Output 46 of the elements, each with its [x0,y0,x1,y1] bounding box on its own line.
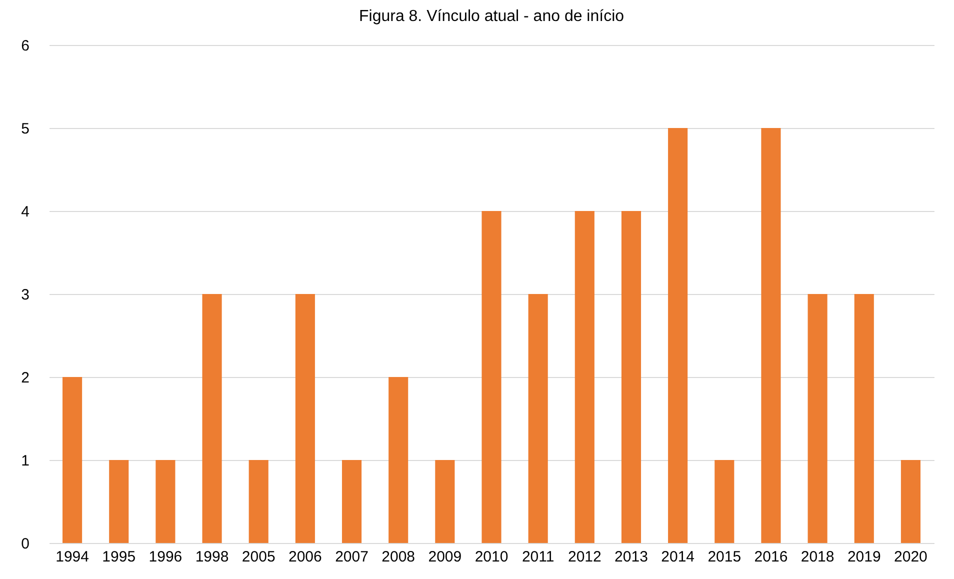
x-tick-label: 2008 [382,548,416,566]
bar [808,294,828,543]
bar [761,128,781,543]
bar [109,460,129,543]
y-tick-label: 2 [21,370,30,386]
x-tick-label: 1998 [195,548,229,566]
y-tick-label: 6 [21,38,30,54]
bar [854,294,874,543]
x-tick-label: 2005 [242,548,276,566]
x-tick-label: 1995 [102,548,136,566]
bar [482,211,502,543]
x-tick-label: 2012 [568,548,602,566]
bar [714,460,734,543]
bar [621,211,642,543]
y-tick-label: 1 [21,452,30,470]
x-tick-label: 1994 [56,548,89,566]
bar [388,377,408,543]
bar [62,377,82,543]
x-tick-label: 2018 [800,548,834,566]
bar [900,460,920,543]
x-tick-label: 2011 [522,548,554,566]
bar [528,294,548,543]
bar [342,460,362,543]
bar [202,294,222,543]
y-tick-label: 5 [21,120,30,138]
y-tick-label: 4 [21,204,30,220]
x-tick-label: 2009 [428,548,462,566]
bar [668,128,688,543]
x-tick-label: 2007 [335,548,368,566]
x-tick-label: 2006 [288,548,322,566]
bar [574,211,594,543]
bar [435,460,455,543]
x-tick-label: 2015 [708,548,742,566]
bar [156,460,176,543]
chart-title: Figura 8. Vínculo atual - ano de início [358,8,624,25]
y-tick-label: 3 [21,286,30,304]
x-tick-label: 1996 [148,548,182,566]
x-tick-label: 2019 [847,548,881,566]
y-tick-label: 0 [21,536,30,552]
x-tick-label: 2013 [614,548,648,566]
bar [295,294,315,543]
bar [248,460,268,543]
x-tick-label: 2014 [661,548,695,566]
x-tick-label: 2010 [474,548,508,566]
x-tick-label: 2020 [894,548,928,566]
x-tick-label: 2016 [754,548,788,566]
